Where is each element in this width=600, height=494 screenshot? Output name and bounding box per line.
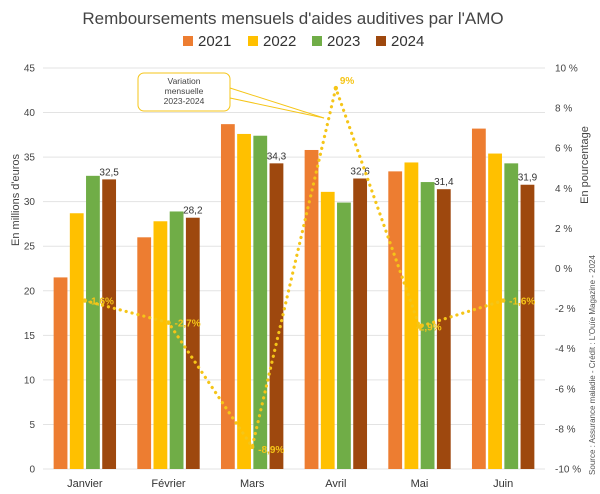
category-label: Janvier xyxy=(67,478,103,490)
y2-tick-label: 0 % xyxy=(555,264,572,275)
variation-point xyxy=(249,444,255,450)
category-label: Mars xyxy=(240,478,265,490)
callout-text-line: Variation xyxy=(168,76,201,86)
legend-swatch-2024 xyxy=(376,36,386,46)
legend-label-2024: 2024 xyxy=(391,33,424,50)
callout-pointer xyxy=(229,97,325,119)
bar-2024-Mai xyxy=(436,189,451,470)
y-tick-label: 15 xyxy=(24,331,36,342)
bar-2024-Juin xyxy=(520,184,535,470)
variation-label: -8,9% xyxy=(258,445,284,456)
bar-2021-Janvier xyxy=(53,277,68,469)
bar-2024-Mars xyxy=(269,163,284,470)
variation-label: 9% xyxy=(340,76,355,87)
variation-point xyxy=(417,324,422,329)
y2-tick-label: 2 % xyxy=(555,224,572,235)
bar-value-label: 28,2 xyxy=(183,206,203,217)
legend-label-2023: 2023 xyxy=(327,33,360,50)
bar-value-label: 32,6 xyxy=(350,166,370,177)
y-tick-label: 0 xyxy=(29,465,35,476)
variation-path xyxy=(83,82,505,451)
legend-swatch-2022 xyxy=(248,36,258,46)
variation-label: -1,6% xyxy=(88,297,114,308)
y-tick-label: 5 xyxy=(29,420,35,431)
y2-tick-label: 6 % xyxy=(555,144,572,155)
y-tick-label: 35 xyxy=(24,153,36,164)
bar-value-label: 34,3 xyxy=(267,151,287,162)
y2-tick-label: -8 % xyxy=(555,424,576,435)
chart-title: Remboursements mensuels d'aides auditive… xyxy=(82,9,503,28)
bars: 32,5 Janvier 28,2 Février 34,3 Mars 32,6 Avril 3… xyxy=(53,124,538,490)
bar-2023-Juin xyxy=(504,163,519,470)
y-tick-label: 25 xyxy=(24,242,36,253)
bar-2021-Février xyxy=(137,237,152,469)
category-label: Mai xyxy=(411,478,429,490)
y2-tick-label: -2 % xyxy=(555,304,576,315)
bar-2022-Mars xyxy=(237,133,251,470)
variation-point xyxy=(166,320,171,325)
variation-point xyxy=(500,298,506,303)
bar-2021-Avril xyxy=(304,149,319,469)
bar-2021-Juin xyxy=(471,128,486,469)
bar-2024-Janvier xyxy=(102,179,117,469)
bar-2022-Janvier xyxy=(69,213,84,469)
bar-value-label: 31,4 xyxy=(434,177,454,188)
bar-2022-Avril xyxy=(320,191,335,469)
y-tick-label: 40 xyxy=(24,108,36,119)
category-label: Avril xyxy=(325,478,346,490)
variation-point xyxy=(82,298,88,303)
legend-label-2021: 2021 xyxy=(198,33,231,50)
bar-2022-Février xyxy=(153,221,168,469)
y2-tick-label: -6 % xyxy=(555,384,576,395)
y2-tick-label: 8 % xyxy=(555,104,572,115)
variation-point xyxy=(333,85,339,91)
bar-2024-Avril xyxy=(353,178,368,469)
y2-tick-label: -10 % xyxy=(555,465,581,476)
variation-line: -1,6% -2,7% -8,9% 9% -2,9% -1,6% xyxy=(82,76,535,456)
legend-swatch-2023 xyxy=(312,36,322,46)
y-tick-label: 10 xyxy=(24,375,36,386)
y-tick-label: 20 xyxy=(24,286,36,297)
y2-tick-label: -4 % xyxy=(555,344,576,355)
category-label: Février xyxy=(151,478,186,490)
y2-axis-title: En pourcentage xyxy=(579,126,591,204)
category-label: Juin xyxy=(493,478,513,490)
callout-box xyxy=(137,72,231,112)
grid: 0 5 10 15 20 25 30 35 40 45 -10 % -8 % -6 % -4 % -2 % 0… xyxy=(24,64,581,476)
bar-value-label: 32,5 xyxy=(99,167,119,178)
bar-2022-Mai xyxy=(404,162,419,470)
legend-label-2022: 2022 xyxy=(263,33,296,50)
bar-2023-Avril xyxy=(337,202,351,469)
bar-2023-Février xyxy=(169,211,184,470)
bar-2021-Mai xyxy=(388,171,403,469)
legend: 2021 2022 2023 2024 xyxy=(183,33,424,50)
bar-2022-Juin xyxy=(488,153,502,469)
callout-text-line: mensuelle xyxy=(165,86,204,96)
callout-text-line: 2023-2024 xyxy=(164,96,205,106)
bar-2023-Janvier xyxy=(86,175,100,469)
variation-label: -2,9% xyxy=(416,323,442,334)
callout-pointer xyxy=(229,87,325,119)
bar-value-label: 31,9 xyxy=(518,173,538,184)
y-tick-label: 45 xyxy=(24,64,36,75)
bar-2021-Mars xyxy=(220,124,235,469)
y-tick-label: 30 xyxy=(24,197,36,208)
bar-2023-Mars xyxy=(253,135,268,470)
y-axis-title: En millions d'euros xyxy=(10,154,22,246)
source-note: Source : Assurance maladie - Crédit : L'… xyxy=(588,255,597,475)
y2-tick-label: 4 % xyxy=(555,184,572,195)
variation-label: -2,7% xyxy=(175,319,201,330)
y2-tick-label: 10 % xyxy=(555,64,578,75)
variation-label: -1,6% xyxy=(509,297,535,308)
bar-2024-Février xyxy=(185,217,200,469)
legend-swatch-2021 xyxy=(183,36,193,46)
